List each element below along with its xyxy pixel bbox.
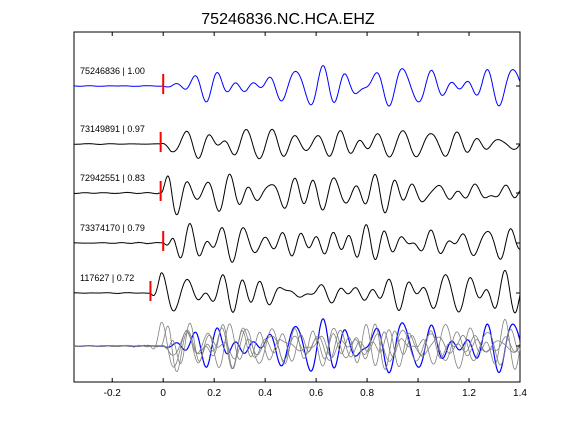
x-tick-label-3: 0.4 xyxy=(258,388,272,399)
trace-line-2 xyxy=(73,173,521,216)
trace-line-4 xyxy=(74,269,521,314)
traces-layer xyxy=(73,65,521,314)
x-tick-label-2: 0.2 xyxy=(207,388,221,399)
trace-label-3: 73374170 | 0.79 xyxy=(80,223,145,233)
x-tick-label-0: -0.2 xyxy=(104,388,122,399)
x-tick-label-4: 0.6 xyxy=(309,388,323,399)
trace-line-0 xyxy=(74,65,521,107)
x-tick-label-1: 0 xyxy=(160,388,166,399)
x-tick-label-6: 1 xyxy=(415,388,421,399)
stack-overlay xyxy=(73,318,521,374)
stack-line-4 xyxy=(73,318,521,370)
trace-label-1: 73149891 | 0.97 xyxy=(80,124,145,134)
stack-line-3 xyxy=(73,322,521,370)
trace-line-1 xyxy=(74,128,521,160)
trace-line-3 xyxy=(73,223,520,263)
plot-frame xyxy=(73,31,521,383)
trace-labels: 75246836 | 1.00 73149891 | 0.97 72942551 |… xyxy=(80,66,145,283)
x-tick-label-7: 1.2 xyxy=(462,388,476,399)
trace-label-2: 72942551 | 0.83 xyxy=(80,173,145,183)
picks-layer xyxy=(149,74,520,301)
x-tick-label-5: 0.8 xyxy=(360,388,374,399)
x-axis: -0.2 0 0.2 0.4 0.6 0.8 1 1.2 1.4 xyxy=(104,32,527,399)
trace-label-0: 75246836 | 1.00 xyxy=(80,66,145,76)
x-tick-label-8: 1.4 xyxy=(513,388,527,399)
chart-title: 75246836.NC.HCA.EHZ xyxy=(201,11,375,28)
stack-line-2 xyxy=(73,323,521,373)
trace-label-4: 117627 | 0.72 xyxy=(80,273,134,283)
